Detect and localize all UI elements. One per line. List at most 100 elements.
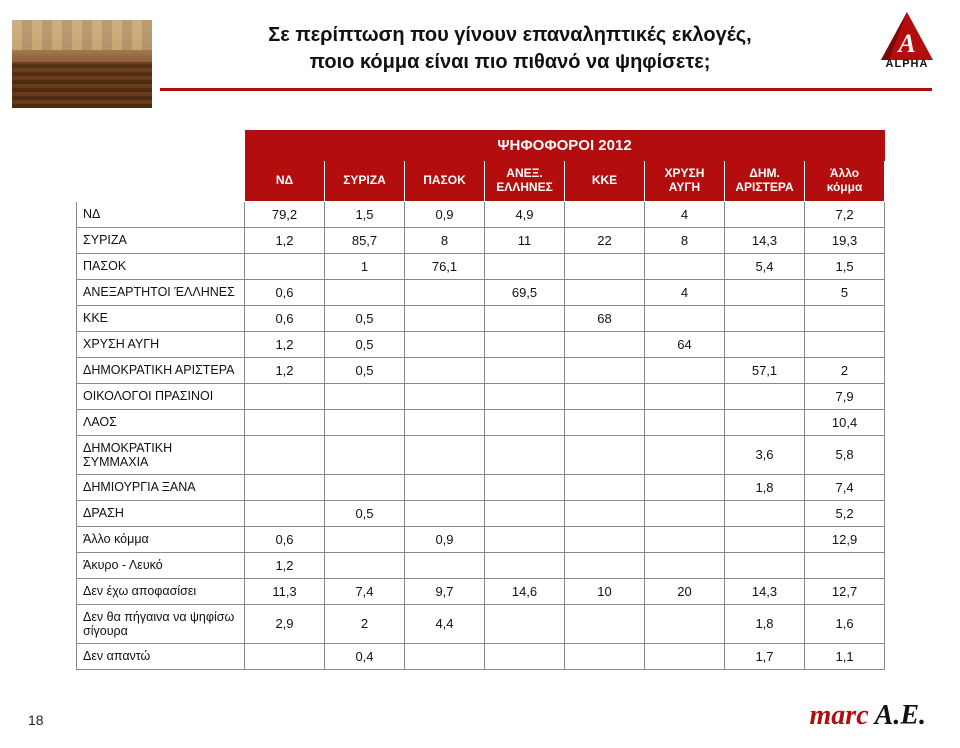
cell: 69,5: [485, 279, 565, 305]
row-label: ΑΝΕΞΑΡΤΗΤΟΙ ΈΛΛΗΝΕΣ: [77, 279, 245, 305]
cell: [405, 435, 485, 474]
cell: [645, 526, 725, 552]
table-row: ΠΑΣΟΚ176,15,41,5: [77, 253, 885, 279]
group-header: ΨΗΦΟΦΟΡΟΙ 2012: [245, 131, 885, 161]
cell: [485, 604, 565, 643]
row-label: ΚΚΕ: [77, 305, 245, 331]
cell: 7,2: [805, 201, 885, 227]
row-label: ΝΔ: [77, 201, 245, 227]
cell: [805, 552, 885, 578]
cell: 2: [325, 604, 405, 643]
cell: 12,9: [805, 526, 885, 552]
table-row: ΔΗΜΙΟΥΡΓΙΑ ΞΑΝΑ1,87,4: [77, 474, 885, 500]
cell: 1,6: [805, 604, 885, 643]
cell: [245, 383, 325, 409]
cell: 0,5: [325, 331, 405, 357]
cell: [565, 383, 645, 409]
cell: 0,5: [325, 500, 405, 526]
table-row: ΔΗΜΟΚΡΑΤΙΚΗ ΑΡΙΣΤΕΡΑ1,20,557,12: [77, 357, 885, 383]
table-row: Άλλο κόμμα0,60,912,9: [77, 526, 885, 552]
poll-table: ΨΗΦΟΦΟΡΟΙ 2012 ΝΔΣΥΡΙΖΑΠΑΣΟΚΑΝΕΞ.ΕΛΛΗΝΕΣ…: [76, 130, 884, 670]
row-label: ΠΑΣΟΚ: [77, 253, 245, 279]
cell: 79,2: [245, 201, 325, 227]
row-label: ΧΡΥΣΗ ΑΥΓΗ: [77, 331, 245, 357]
page-title: Σε περίπτωση που γίνουν επαναληπτικές εκ…: [160, 22, 860, 76]
cell: 7,9: [805, 383, 885, 409]
table-row: ΝΔ79,21,50,94,947,2: [77, 201, 885, 227]
cell: [565, 526, 645, 552]
column-header: ΣΥΡΙΖΑ: [325, 161, 405, 202]
cell: 5,8: [805, 435, 885, 474]
cell: 0,5: [325, 357, 405, 383]
cell: [565, 552, 645, 578]
cell: 0,6: [245, 305, 325, 331]
table-row: ΔΗΜΟΚΡΑΤΙΚΗ ΣΥΜΜΑΧΙΑ3,65,8: [77, 435, 885, 474]
cell: [565, 500, 645, 526]
cell: [485, 643, 565, 669]
column-header: ΠΑΣΟΚ: [405, 161, 485, 202]
column-header: ΧΡΥΣΗΑΥΓΗ: [645, 161, 725, 202]
cell: [565, 201, 645, 227]
row-label: ΣΥΡΙΖΑ: [77, 227, 245, 253]
table-row: Δεν απαντώ0,41,71,1: [77, 643, 885, 669]
cell: [725, 331, 805, 357]
table-row: ΟΙΚΟΛΟΓΟΙ ΠΡΑΣΙΝΟΙ7,9: [77, 383, 885, 409]
row-label: Δεν θα πήγαινα να ψηφίσω σίγουρα: [77, 604, 245, 643]
cell: [325, 409, 405, 435]
cell: 7,4: [325, 578, 405, 604]
cell: 68: [565, 305, 645, 331]
column-header: ΔΗΜ.ΑΡΙΣΤΕΡΑ: [725, 161, 805, 202]
cell: [245, 409, 325, 435]
cell: 11: [485, 227, 565, 253]
cell: 5,2: [805, 500, 885, 526]
cell: 0,6: [245, 279, 325, 305]
cell: 1,5: [325, 201, 405, 227]
cell: 14,3: [725, 227, 805, 253]
cell: 2: [805, 357, 885, 383]
footer-marc: marc: [810, 700, 869, 731]
row-label: ΔΡΑΣΗ: [77, 500, 245, 526]
cell: [725, 383, 805, 409]
cell: 1,1: [805, 643, 885, 669]
cell: 4,9: [485, 201, 565, 227]
cell: 5,4: [725, 253, 805, 279]
cell: 9,7: [405, 578, 485, 604]
table-row: Δεν έχω αποφασίσει11,37,49,714,6102014,3…: [77, 578, 885, 604]
cell: 1,2: [245, 552, 325, 578]
table-row: Άκυρο - Λευκό1,2: [77, 552, 885, 578]
cell: [485, 331, 565, 357]
cell: [485, 357, 565, 383]
table-row: ΔΡΑΣΗ 0,5 5,2: [77, 500, 885, 526]
cell: 8: [405, 227, 485, 253]
row-label: Δεν απαντώ: [77, 643, 245, 669]
cell: 1,7: [725, 643, 805, 669]
cell: [645, 643, 725, 669]
cell: [245, 643, 325, 669]
cell: [565, 409, 645, 435]
cell: [485, 474, 565, 500]
cell: [325, 474, 405, 500]
cell: [645, 500, 725, 526]
cell: 14,6: [485, 578, 565, 604]
cell: [325, 552, 405, 578]
cell: 57,1: [725, 357, 805, 383]
svg-text:A: A: [896, 29, 915, 58]
cell: [325, 526, 405, 552]
table-row: ΣΥΡΙΖΑ1,285,781122814,319,3: [77, 227, 885, 253]
cell: [245, 253, 325, 279]
cell: 20: [645, 578, 725, 604]
cell: [565, 279, 645, 305]
cell: [405, 643, 485, 669]
cell: [645, 552, 725, 578]
cell: 3,6: [725, 435, 805, 474]
cell: [565, 331, 645, 357]
row-label: ΔΗΜΟΚΡΑΤΙΚΗ ΑΡΙΣΤΕΡΑ: [77, 357, 245, 383]
cell: [725, 305, 805, 331]
cell: 22: [565, 227, 645, 253]
column-header: ΑΝΕΞ.ΕΛΛΗΝΕΣ: [485, 161, 565, 202]
cell: [645, 409, 725, 435]
row-label: ΔΗΜΙΟΥΡΓΙΑ ΞΑΝΑ: [77, 474, 245, 500]
column-header: Άλλοκόμμα: [805, 161, 885, 202]
cell: [325, 279, 405, 305]
cell: 2,9: [245, 604, 325, 643]
